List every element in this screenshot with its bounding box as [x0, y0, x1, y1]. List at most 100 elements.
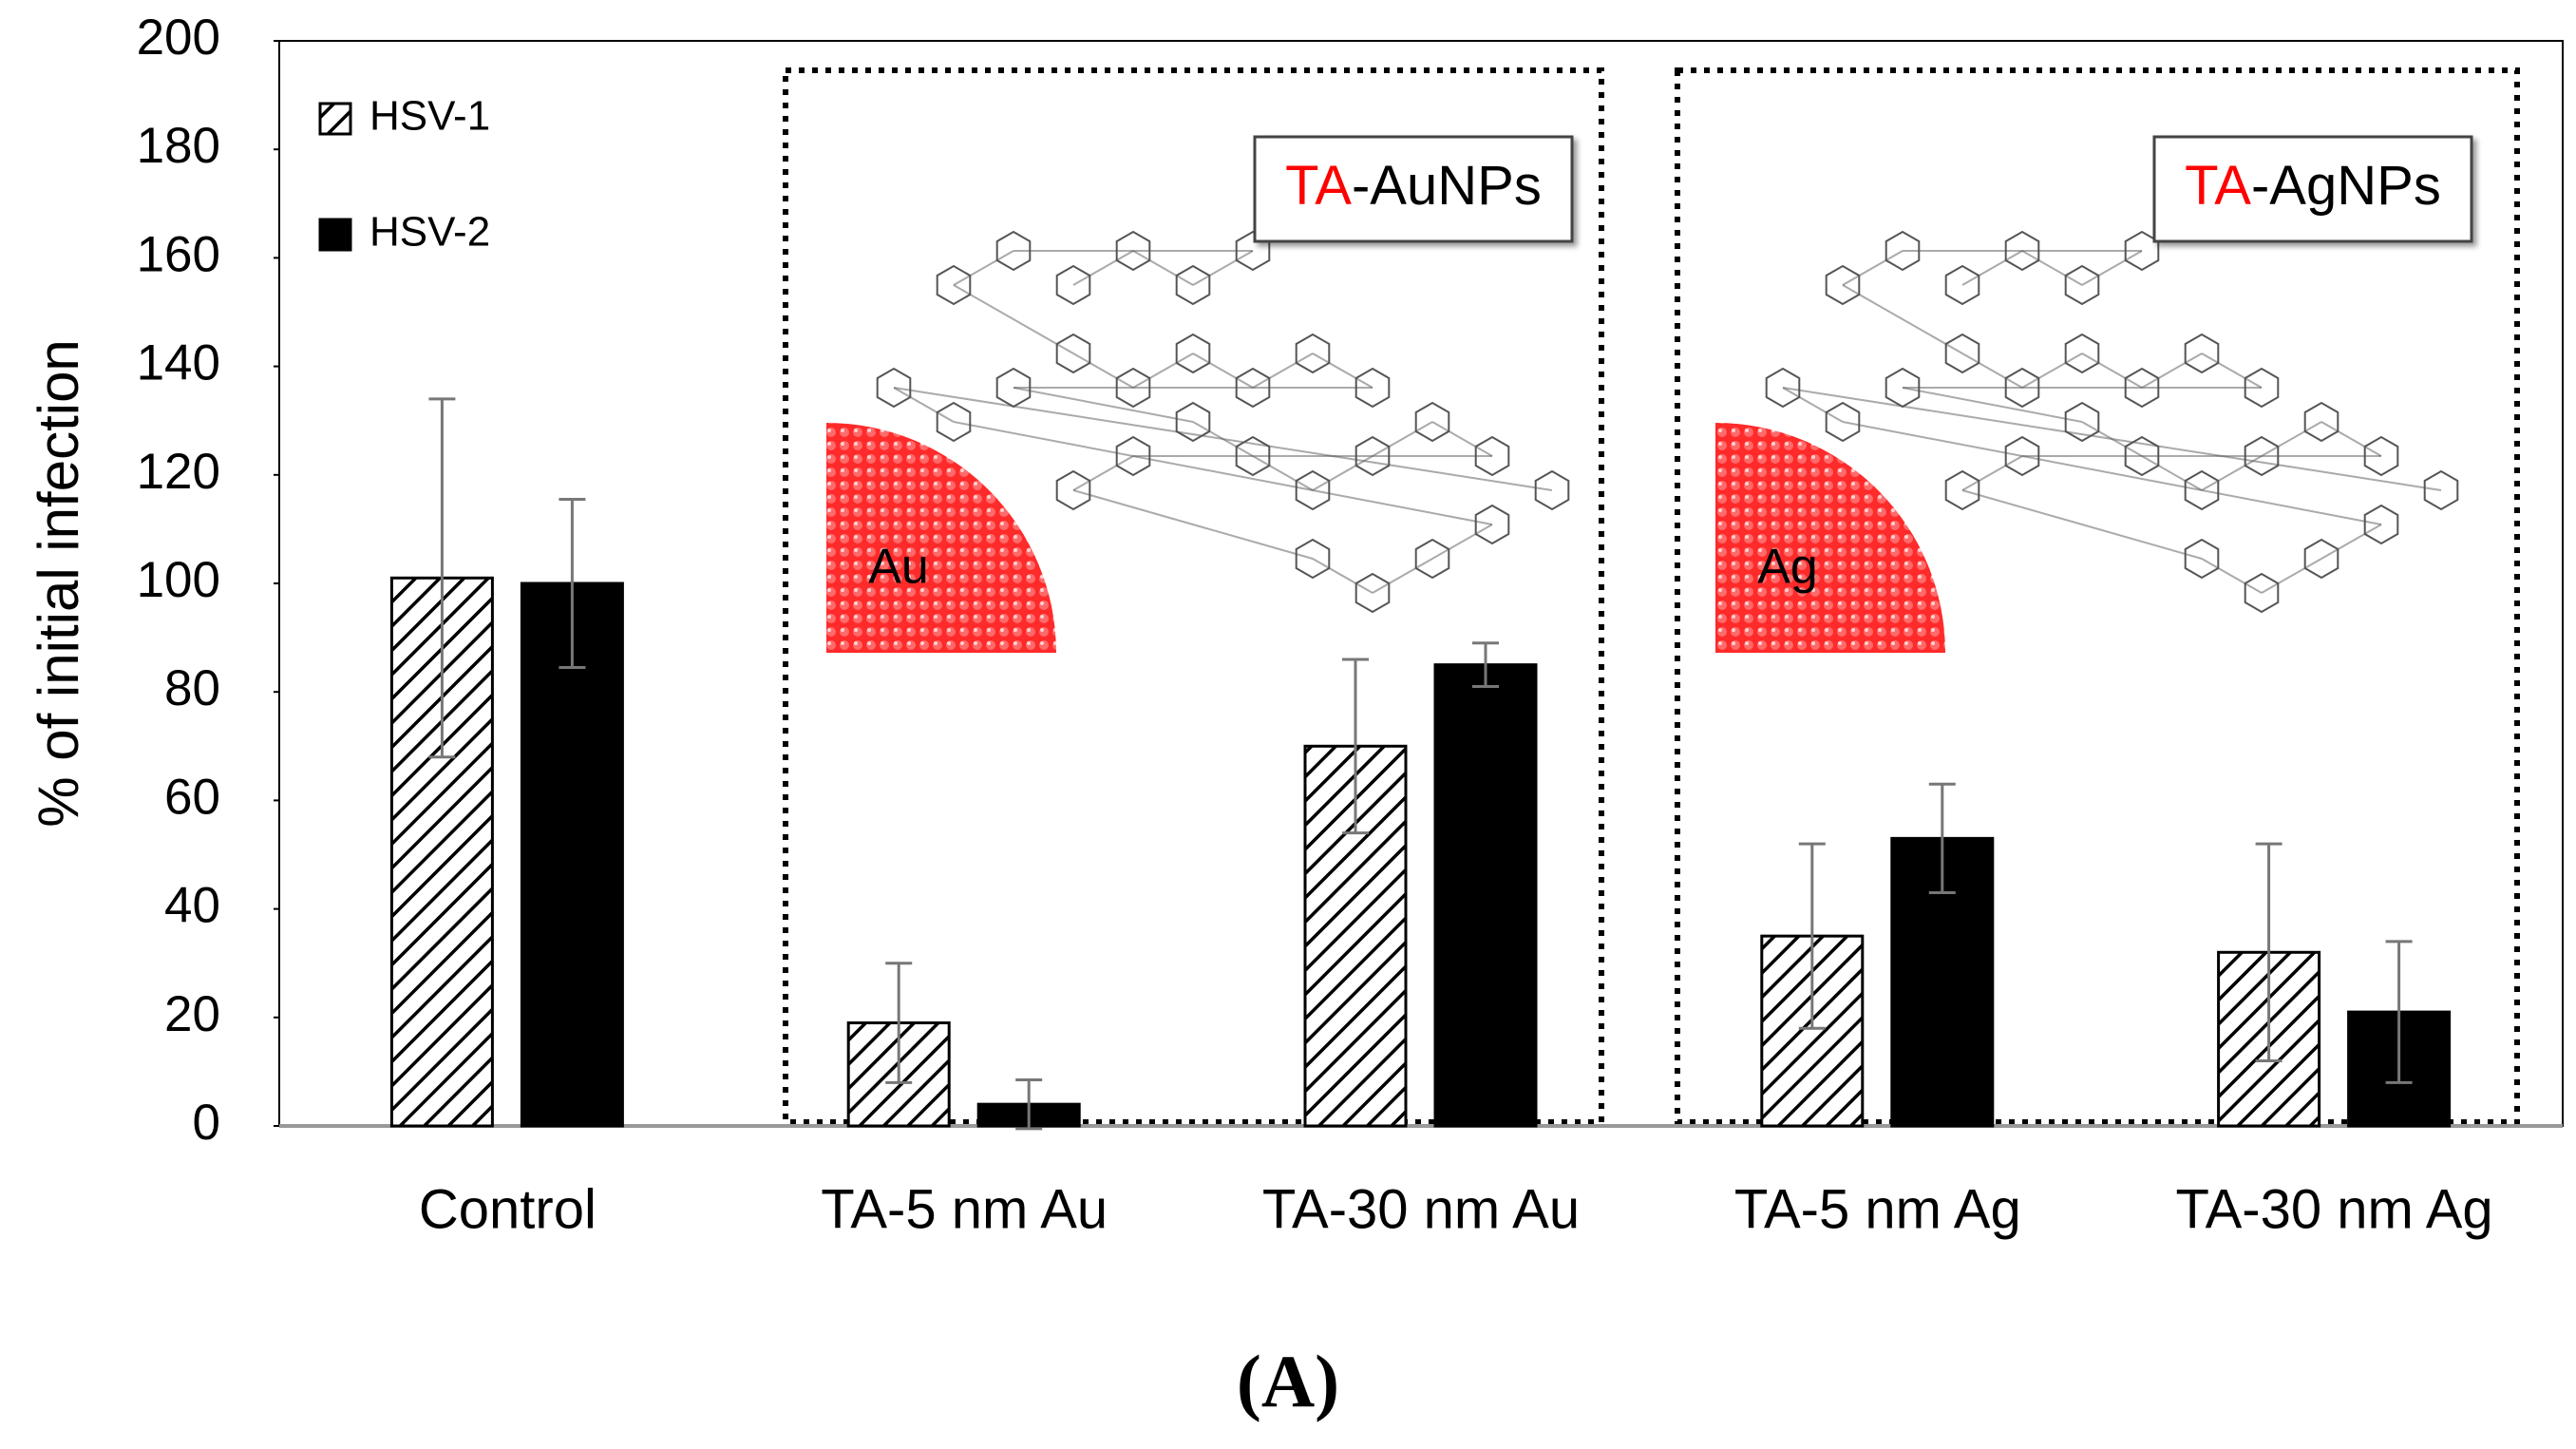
molecule-ring — [2004, 230, 2040, 272]
caption: (A) — [1237, 1340, 1339, 1422]
molecule-bond — [2081, 250, 2143, 286]
molecule-bond — [2201, 455, 2263, 491]
molecule-bond — [2201, 558, 2263, 594]
molecule-bond — [1842, 284, 1963, 354]
molecule-bond — [1312, 353, 1373, 389]
x-tick-label: Control — [419, 1178, 597, 1240]
molecule-bond — [893, 387, 1553, 491]
molecule-ring — [995, 230, 1032, 272]
molecule-bond — [1252, 353, 1314, 389]
molecule-bond — [2081, 353, 2143, 389]
y-tick-label: 80 — [164, 660, 220, 716]
bar — [1433, 663, 1538, 1128]
molecule-bond — [1013, 387, 1194, 423]
molecule-bond — [1072, 353, 1134, 389]
x-tick-label: TA-5 nm Au — [821, 1178, 1108, 1240]
molecule-bond — [953, 250, 1014, 286]
inset-box — [783, 67, 1604, 1125]
molecule-bond — [1072, 489, 1314, 560]
label-box — [2152, 135, 2473, 243]
molecule-ring — [1175, 401, 1211, 443]
molecule-bond — [2021, 353, 2083, 389]
y-axis-label: % of initial infection — [27, 339, 90, 828]
molecule-ring — [2184, 538, 2220, 580]
nanoparticle-label: Au — [868, 540, 929, 595]
molecule-bond — [1192, 353, 1254, 389]
y-tick-label: 160 — [137, 226, 220, 282]
error-bar — [559, 497, 586, 670]
label-prefix: TA — [2185, 155, 2251, 217]
molecule-bond — [1372, 421, 1433, 457]
molecule-bond — [2320, 524, 2382, 560]
y-tick-label: 120 — [137, 444, 220, 500]
error-bar — [885, 962, 913, 1084]
molecule-ring — [1295, 333, 1331, 374]
molecule-bond — [893, 387, 955, 423]
molecule — [1765, 230, 2459, 614]
nanoparticle-label: Ag — [1757, 540, 1818, 595]
molecule-ring — [2064, 333, 2100, 374]
y-tick-label: 100 — [137, 552, 220, 608]
label-box — [1253, 135, 1574, 243]
molecule-bond — [1842, 250, 1904, 286]
y-tick-label: 180 — [137, 118, 220, 174]
molecule-ring — [1474, 504, 1510, 545]
molecule-bond — [2021, 250, 2083, 286]
molecule-bond — [1782, 387, 2442, 491]
molecule-bond — [1312, 558, 1373, 594]
bar — [520, 582, 624, 1128]
molecule-ring — [1175, 333, 1211, 374]
molecule-bond — [1132, 353, 1194, 389]
y-tick-label: 20 — [164, 986, 220, 1042]
molecule-bond — [1431, 421, 1493, 457]
molecule-bond — [2201, 353, 2263, 389]
molecule-ring — [1885, 230, 1921, 272]
molecule-ring — [1115, 435, 1151, 477]
molecule-ring — [2363, 504, 2399, 545]
molecule-ring — [2064, 401, 2100, 443]
molecule-ring — [1534, 469, 1570, 511]
x-tick-label: TA-30 nm Ag — [2176, 1178, 2493, 1240]
nanoparticle — [826, 423, 1056, 653]
molecule-bond — [1961, 353, 2023, 389]
molecule-ring — [2004, 435, 2040, 477]
error-bar — [428, 397, 456, 759]
molecule-bond — [953, 421, 1493, 525]
y-tick-label: 40 — [164, 878, 220, 934]
error-bar — [1342, 658, 1369, 835]
molecule-bond — [1961, 455, 2023, 491]
label-suffix: -AgNPs — [2251, 155, 2441, 217]
molecule-ring — [1765, 367, 1801, 409]
molecule-bond — [1252, 455, 1314, 491]
error-bar — [1798, 842, 1826, 1030]
molecule-bond — [1782, 387, 1844, 423]
molecule-bond — [1431, 524, 1493, 560]
y-tick-label: 60 — [164, 769, 220, 825]
error-bar — [2385, 940, 2413, 1084]
label-suffix: -AuNPs — [1352, 155, 1542, 217]
label-text: TA-AgNPs — [2185, 155, 2441, 217]
molecule-bond — [1132, 250, 1194, 286]
y-tick-label: 200 — [137, 10, 220, 66]
x-tick-label: TA-30 nm Au — [1262, 1178, 1580, 1240]
molecule-bond — [1372, 558, 1433, 594]
molecule-ring — [876, 367, 912, 409]
molecule-ring — [1115, 230, 1151, 272]
molecule — [876, 230, 1570, 614]
error-bar — [1015, 1077, 1043, 1131]
molecule-bond — [2141, 353, 2203, 389]
molecule-bond — [1842, 421, 2382, 525]
molecule-bond — [1961, 250, 2023, 286]
error-bar — [1928, 782, 1956, 894]
molecule-bond — [1961, 489, 2203, 560]
legend-label: HSV-2 — [369, 209, 490, 256]
y-tick-label: 0 — [193, 1095, 220, 1151]
molecule-bond — [1072, 250, 1134, 286]
legend-swatch — [318, 218, 352, 252]
molecule-bond — [953, 284, 1074, 354]
nanoparticle — [1715, 423, 1945, 653]
label-prefix: TA — [1285, 155, 1352, 217]
molecule-bond — [1312, 455, 1373, 491]
